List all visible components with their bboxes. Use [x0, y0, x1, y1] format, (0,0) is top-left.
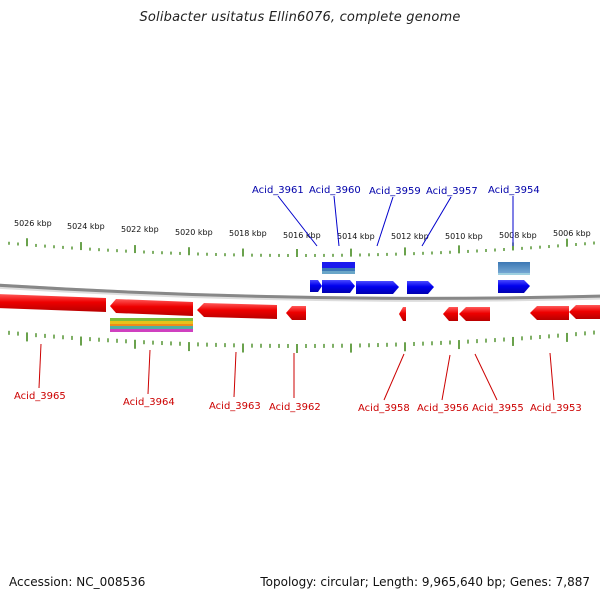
gene-labels-bottom: Acid_3965 Acid_3964 Acid_3963 Acid_3962 …	[14, 391, 582, 414]
gene-label-3961[interactable]: Acid_3961	[252, 185, 304, 196]
scale-label-5006: 5006 kbp	[553, 229, 591, 238]
leader-line-3964	[147, 349, 151, 395]
scale-label-5018: 5018 kbp	[229, 229, 267, 238]
reverse-genes	[0, 294, 600, 332]
gene-feature-3964[interactable]	[110, 299, 193, 316]
gene-label-3958[interactable]: Acid_3958	[358, 403, 410, 414]
gene-feature-3959[interactable]	[356, 281, 399, 294]
annotation-track-3964-a	[110, 318, 193, 321]
gene-label-3954[interactable]: Acid_3954	[488, 185, 540, 196]
scale-ticks-bottom	[8, 330, 595, 353]
gene-feature-3962[interactable]	[286, 306, 306, 320]
gene-label-3956[interactable]: Acid_3956	[417, 403, 469, 414]
gene-feature-3956[interactable]	[443, 307, 458, 321]
gene-feature-3957[interactable]	[407, 281, 434, 294]
annotation-track-3960-a	[322, 262, 355, 268]
scale-label-5010: 5010 kbp	[445, 232, 483, 241]
scale-label-5008: 5008 kbp	[499, 231, 537, 240]
gene-feature-3954[interactable]	[498, 280, 530, 293]
annotation-track-3954	[498, 262, 530, 273]
leader-line-3961	[277, 195, 318, 247]
leader-line-3957	[421, 196, 452, 247]
leader-line-3956	[441, 354, 451, 401]
annotation-track-3954-b	[498, 273, 530, 275]
gene-feature-3961[interactable]	[310, 280, 322, 292]
scale-label-5022: 5022 kbp	[121, 225, 159, 234]
gene-label-3959[interactable]: Acid_3959	[369, 186, 421, 197]
gene-labels-top: Acid_3961 Acid_3960 Acid_3959 Acid_3957 …	[252, 185, 540, 197]
annotation-track-3960-b	[322, 268, 355, 271]
leader-line-3953	[549, 352, 555, 401]
gene-feature-3953a[interactable]	[530, 306, 569, 320]
gene-label-3960[interactable]: Acid_3960	[309, 185, 361, 196]
gene-feature-3960[interactable]	[322, 280, 355, 293]
scale-label-5020: 5020 kbp	[175, 228, 213, 237]
annotation-track-3964-b	[110, 321, 193, 324]
leader-line-3960	[333, 195, 340, 247]
gene-feature-3963[interactable]	[197, 303, 277, 319]
gene-label-3962[interactable]: Acid_3962	[269, 402, 321, 413]
annotation-track-3964-e	[110, 329, 193, 332]
gene-label-3965[interactable]: Acid_3965	[14, 391, 66, 402]
annotation-track-3964-c	[110, 324, 193, 326]
annotation-track-3960-c	[322, 271, 355, 274]
scale-labels: 5026 kbp 5024 kbp 5022 kbp 5020 kbp 5018…	[14, 219, 591, 241]
leader-line-3955	[474, 353, 498, 401]
scale-label-5026: 5026 kbp	[14, 219, 52, 228]
leader-lines-bottom	[38, 343, 555, 401]
gene-feature-3953b[interactable]	[569, 305, 600, 319]
leader-lines-top	[277, 195, 514, 247]
scale-label-5024: 5024 kbp	[67, 222, 105, 231]
gene-feature-3955[interactable]	[459, 307, 490, 321]
scale-label-5014: 5014 kbp	[337, 232, 375, 241]
gene-feature-3965[interactable]	[0, 294, 106, 312]
leader-line-3958	[383, 353, 405, 401]
map-title: Solibacter usitatus Ellin6076, complete …	[139, 10, 461, 25]
annotation-track-3964-d	[110, 326, 193, 329]
gene-label-3955[interactable]: Acid_3955	[472, 403, 524, 414]
scale-label-5012: 5012 kbp	[391, 232, 429, 241]
gene-feature-3958[interactable]	[399, 307, 406, 321]
backbone-arc	[0, 283, 600, 300]
gene-label-3957[interactable]: Acid_3957	[426, 186, 478, 197]
gene-label-3953[interactable]: Acid_3953	[530, 403, 582, 414]
scale-ticks-top	[8, 238, 595, 257]
accession-text: Accession: NC_008536	[9, 575, 146, 589]
forward-genes	[310, 262, 530, 294]
topology-summary: Topology: circular; Length: 9,965,640 bp…	[260, 575, 590, 589]
leader-line-3965	[38, 343, 42, 389]
leader-line-3959	[376, 196, 394, 247]
leader-line-3963	[233, 351, 237, 398]
gene-label-3964[interactable]: Acid_3964	[123, 397, 175, 408]
scale-label-5016: 5016 kbp	[283, 231, 321, 240]
gene-label-3963[interactable]: Acid_3963	[209, 401, 261, 412]
